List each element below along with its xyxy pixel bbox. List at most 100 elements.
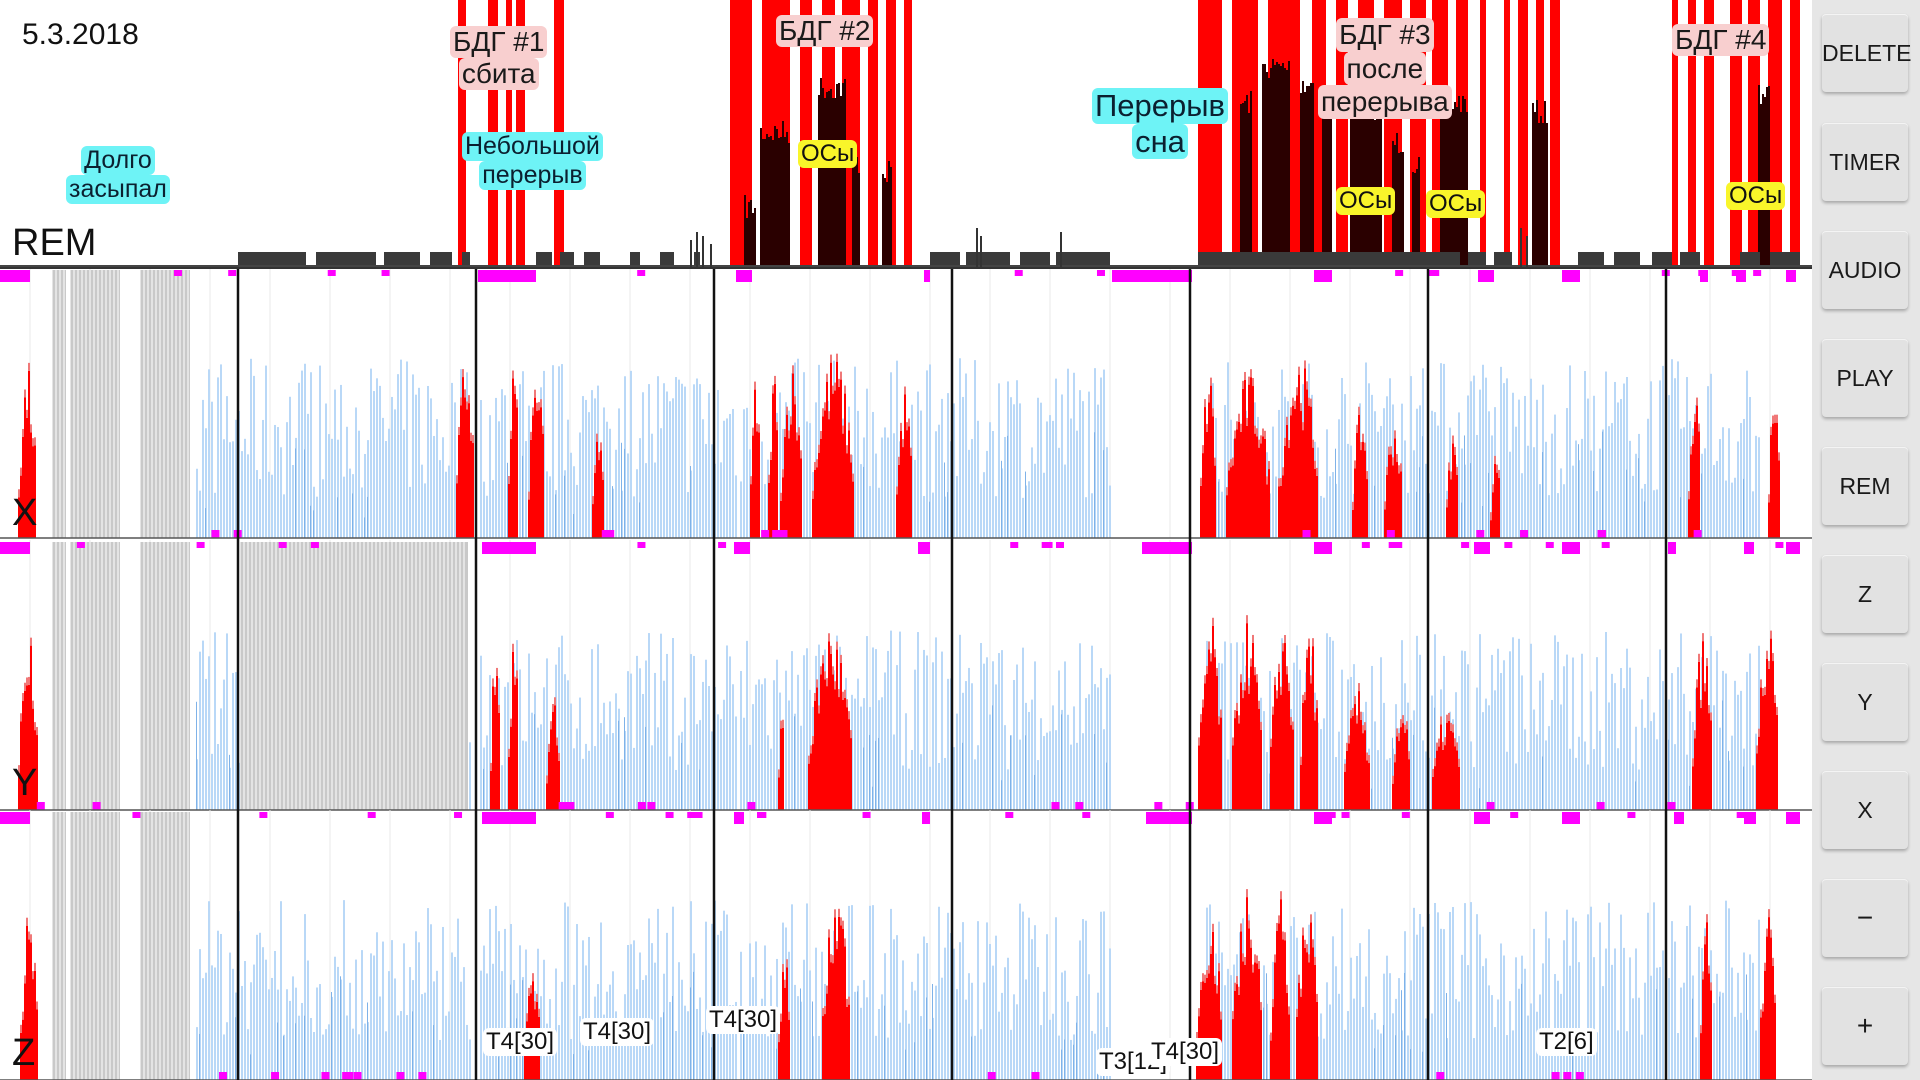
activity-bar: [818, 1035, 820, 1080]
activity-bar: [1389, 973, 1391, 1080]
activity-bar: [1680, 428, 1682, 538]
movement-bar-top: [846, 699, 848, 708]
movement-bar-top: [1768, 660, 1770, 669]
activity-bar: [202, 978, 204, 1080]
movement-bar-top: [1260, 435, 1262, 444]
rem-density-bar: [1362, 98, 1364, 268]
activity-bar: [935, 985, 937, 1080]
activity-bar-dark: [681, 742, 682, 810]
activity-bar-dark: [878, 737, 879, 810]
movement-bar: [800, 458, 802, 538]
activity-bar: [1695, 1037, 1697, 1080]
movement-bar: [842, 433, 844, 538]
movement-bar: [1296, 1016, 1298, 1080]
z-button[interactable]: Z: [1822, 555, 1908, 633]
movement-bar-top: [1264, 430, 1266, 439]
activity-bar: [573, 748, 575, 810]
movement-bar-top: [1266, 476, 1268, 485]
timer-button[interactable]: TIMER: [1822, 123, 1908, 201]
activity-bar-dark: [863, 747, 864, 810]
movement-bar: [528, 499, 530, 538]
movement-bar-top: [458, 426, 460, 435]
movement-bar-top: [532, 407, 534, 416]
activity-bar: [1716, 973, 1718, 1080]
activity-bar: [947, 678, 949, 810]
movement-bar: [1764, 970, 1766, 1080]
rem-density-bar: [842, 83, 844, 268]
activity-bar: [1070, 744, 1072, 810]
rem-baseline-block: [316, 252, 376, 268]
rem-button[interactable]: REM: [1822, 447, 1908, 525]
movement-bar: [20, 475, 22, 538]
movement-bar-top: [852, 473, 854, 482]
activity-bar: [1590, 906, 1592, 1080]
movement-bar-top: [532, 973, 534, 982]
movement-bar-top: [1248, 685, 1250, 694]
activity-bar-dark: [507, 462, 508, 538]
movement-bar-top: [822, 408, 824, 417]
movement-bar: [508, 484, 510, 538]
movement-bar-top: [1282, 931, 1284, 940]
movement-bar-top: [784, 979, 786, 988]
activity-bar: [1332, 472, 1334, 538]
sleep-plot-area[interactable]: 5.3.2018 REM X Y Z Долго засыпал БДГ #1 сб…: [0, 0, 1812, 1080]
activity-bar: [1752, 491, 1754, 538]
movement-bar-top: [1214, 649, 1216, 658]
movement-bar: [1448, 470, 1450, 538]
activity-bar-dark: [340, 976, 341, 1080]
movement-bar-top: [1764, 686, 1766, 695]
y-button[interactable]: Y: [1822, 663, 1908, 741]
audio-button[interactable]: AUDIO: [1822, 231, 1908, 309]
movement-bar-top: [840, 654, 842, 663]
rem-event-bar: [730, 0, 752, 268]
play-button[interactable]: PLAY: [1822, 339, 1908, 417]
movement-bar: [1262, 436, 1264, 538]
sleep-chart[interactable]: [0, 0, 1812, 1080]
activity-bar: [914, 459, 916, 538]
activity-bar: [654, 672, 656, 810]
movement-bar-top: [1308, 638, 1310, 647]
movement-bar-top: [24, 682, 26, 691]
movement-bar-top: [1302, 694, 1304, 703]
rem-density-bar: [774, 126, 776, 268]
movement-bar-top: [814, 692, 816, 701]
activity-bar: [806, 421, 808, 538]
movement-bar: [26, 685, 28, 810]
movement-bar: [512, 378, 514, 538]
movement-bar-top: [1250, 939, 1252, 948]
movement-bar-top: [1312, 439, 1314, 448]
delete-button[interactable]: DELETE: [1822, 14, 1911, 92]
activity-bar: [690, 654, 692, 810]
activity-bar: [1683, 982, 1685, 1080]
activity-bar-dark: [573, 1054, 574, 1080]
activity-bar: [427, 385, 429, 538]
activity-bar-dark: [1025, 735, 1026, 810]
activity-bar: [361, 950, 363, 1080]
activity-bar: [1548, 938, 1550, 1080]
movement-bar-top: [490, 762, 492, 771]
movement-bar: [550, 729, 552, 810]
movement-bar-top: [1290, 717, 1292, 726]
movement-bar: [1690, 454, 1692, 538]
activity-bar: [1518, 638, 1520, 810]
activity-bar: [905, 713, 907, 810]
event-marker-small: [1388, 542, 1397, 548]
event-marker-small: [1082, 812, 1091, 818]
zoom-in-button[interactable]: +: [1822, 987, 1908, 1065]
movement-bar: [844, 697, 846, 810]
activity-bar-dark: [929, 501, 930, 538]
event-marker-bottom: [211, 530, 220, 538]
activity-bar: [648, 633, 650, 810]
activity-bar: [1082, 733, 1084, 810]
rem-density-bar: [1540, 116, 1542, 268]
movement-bar: [826, 686, 828, 810]
movement-bar: [524, 1051, 526, 1080]
activity-bar: [1611, 964, 1613, 1080]
movement-bar: [32, 979, 34, 1080]
movement-bar: [756, 431, 758, 538]
zoom-out-button[interactable]: −: [1822, 879, 1908, 957]
activity-bar: [328, 434, 330, 538]
x-button[interactable]: X: [1822, 771, 1908, 849]
movement-bar: [1298, 982, 1300, 1080]
activity-bar: [657, 727, 659, 810]
